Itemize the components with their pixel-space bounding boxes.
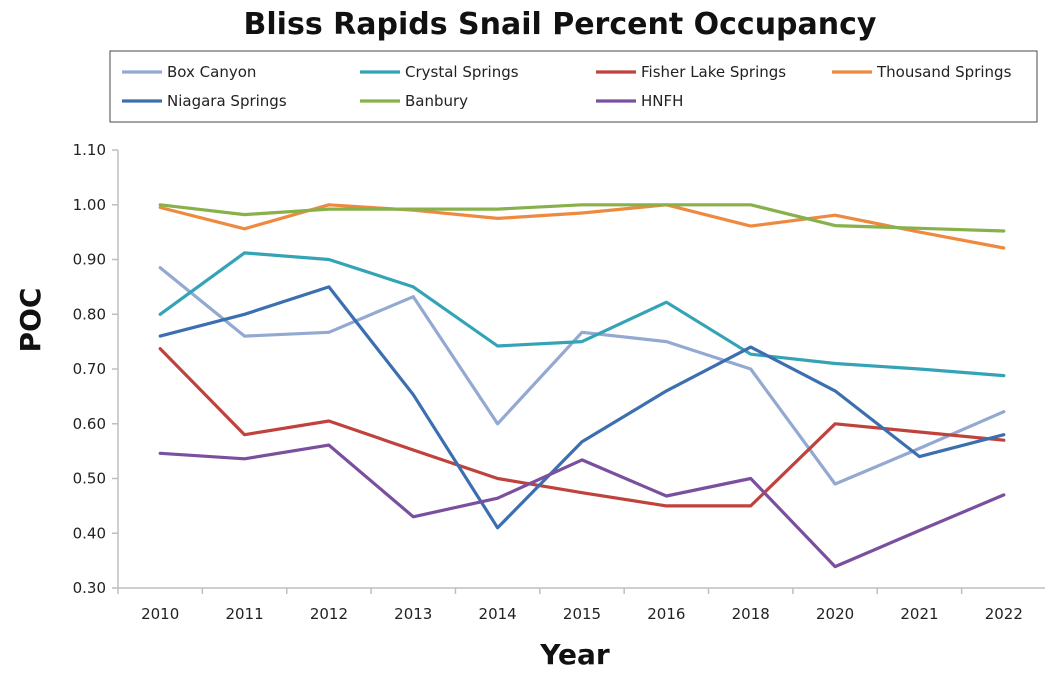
series-lines bbox=[158, 203, 1006, 569]
x-tick-label: 2018 bbox=[732, 605, 770, 623]
series-line-box-canyon bbox=[158, 266, 1006, 486]
series-line-fisher-lake-springs bbox=[158, 347, 1006, 508]
legend-label-hnfh: HNFH bbox=[641, 92, 683, 110]
y-tick-label: 0.70 bbox=[73, 360, 106, 378]
x-tick-label: 2015 bbox=[563, 605, 601, 623]
legend-label-niagara-springs: Niagara Springs bbox=[167, 92, 287, 110]
series-line-crystal-springs bbox=[158, 251, 1006, 378]
x-tick-label: 2016 bbox=[647, 605, 685, 623]
x-tick-label: 2020 bbox=[816, 605, 854, 623]
y-tick-label: 0.50 bbox=[73, 470, 106, 488]
y-tick-label: 1.10 bbox=[73, 141, 106, 159]
y-ticks: 0.30 0.40 0.50 0.60 0.70 0.80 0.90 1.00 1.10 bbox=[73, 141, 118, 597]
x-axis-title: Year bbox=[539, 638, 610, 670]
y-tick-label: 0.80 bbox=[73, 305, 106, 323]
y-tick-label: 1.00 bbox=[73, 196, 106, 214]
legend-label-box-canyon: Box Canyon bbox=[167, 63, 256, 81]
series-line-thousand-springs bbox=[158, 203, 1006, 250]
x-tick-label: 2021 bbox=[900, 605, 938, 623]
x-tick-label: 2011 bbox=[225, 605, 263, 623]
y-tick-label: 0.30 bbox=[73, 579, 106, 597]
chart-title: Bliss Rapids Snail Percent Occupancy bbox=[244, 7, 877, 42]
y-tick-label: 0.90 bbox=[73, 251, 106, 269]
legend-box bbox=[109, 50, 1038, 123]
series-line-niagara-springs bbox=[158, 285, 1006, 530]
x-tick-label: 2013 bbox=[394, 605, 432, 623]
x-tick-label: 2022 bbox=[985, 605, 1023, 623]
x-tick-label: 2014 bbox=[479, 605, 517, 623]
y-tick-label: 0.60 bbox=[73, 415, 106, 433]
legend-label-banbury: Banbury bbox=[405, 92, 468, 110]
y-axis-title: POC bbox=[14, 288, 47, 353]
series-line-banbury bbox=[158, 203, 1006, 233]
legend: Box Canyon Crystal Springs Fisher Lake Spr… bbox=[109, 50, 1038, 123]
series-line-hnfh bbox=[158, 443, 1006, 569]
legend-label-fisher-lake-springs: Fisher Lake Springs bbox=[641, 63, 786, 81]
x-tick-label: 2012 bbox=[310, 605, 348, 623]
x-tick-label: 2010 bbox=[141, 605, 179, 623]
legend-label-thousand-springs: Thousand Springs bbox=[876, 63, 1012, 81]
y-tick-label: 0.40 bbox=[73, 524, 106, 542]
x-ticks: 2010 2011 2012 2013 2014 2015 2016 2018 2020 2021… bbox=[117, 588, 1023, 623]
legend-label-crystal-springs: Crystal Springs bbox=[405, 63, 519, 81]
